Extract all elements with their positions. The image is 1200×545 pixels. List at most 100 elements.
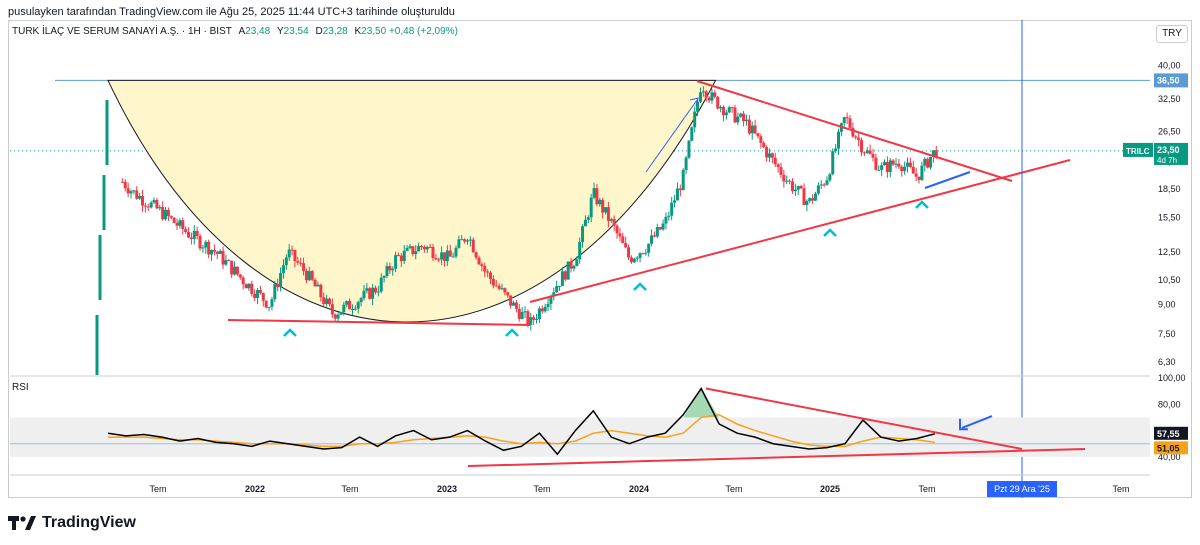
candle-body <box>253 293 257 299</box>
candle-body <box>785 180 789 182</box>
candle-body <box>644 252 648 254</box>
candle-body <box>166 209 170 217</box>
candle-body <box>920 165 924 180</box>
candle-body <box>655 227 659 237</box>
candle-body <box>123 181 127 189</box>
candle-body <box>468 239 472 241</box>
candle-body <box>342 304 346 313</box>
candle-body <box>552 292 556 297</box>
candle-body <box>578 242 582 260</box>
candle-body <box>132 190 136 192</box>
candle-body <box>316 284 320 287</box>
candle-body <box>911 166 915 174</box>
candle-body <box>526 311 530 325</box>
candle-body <box>802 188 806 205</box>
candle-body <box>701 91 705 93</box>
candle-body <box>440 252 444 260</box>
candle-body <box>773 157 777 165</box>
candle-body <box>698 92 702 102</box>
candle-body <box>417 245 421 252</box>
tradingview-logo-icon <box>8 516 36 530</box>
close-label: K <box>354 26 362 37</box>
candle-body <box>673 200 677 203</box>
candle-body <box>466 240 469 242</box>
tradingview-logo[interactable]: TradingView <box>8 514 136 532</box>
last-price-label: 23,50 <box>1157 145 1180 155</box>
candle-body <box>290 249 294 251</box>
resistance-tag <box>1154 73 1188 88</box>
candle-body <box>345 300 349 305</box>
candles <box>95 86 938 375</box>
candle-body <box>419 245 423 247</box>
candle-body <box>212 249 216 252</box>
candle-body <box>860 140 864 153</box>
candle-body <box>857 137 861 141</box>
candle-body <box>512 302 516 306</box>
candle-body <box>437 259 441 261</box>
candle-body <box>388 266 392 271</box>
candle-body <box>650 235 654 244</box>
candle-body <box>431 247 435 259</box>
candle-body <box>790 181 794 192</box>
candle-body <box>612 219 616 226</box>
high-value: 23,54 <box>283 26 309 37</box>
candle-body <box>463 239 467 242</box>
candle-body <box>652 235 656 237</box>
candle-body <box>184 229 188 233</box>
candle-body <box>632 258 636 263</box>
candle-body <box>929 156 933 168</box>
candle-body <box>862 152 866 154</box>
candle-body <box>569 261 573 269</box>
rsi-value-tag <box>1154 426 1188 440</box>
candle-body <box>848 118 852 128</box>
candle-body <box>560 271 564 286</box>
candle-body <box>670 202 674 216</box>
price-tick-label: 9,00 <box>1158 300 1176 310</box>
candle-body <box>391 268 395 271</box>
candle-body <box>146 206 150 208</box>
price-tick-label: 12,50 <box>1158 247 1181 257</box>
candle-body <box>270 299 274 307</box>
candle-body <box>244 284 248 289</box>
candle-body <box>779 167 783 175</box>
candle-body <box>756 133 760 137</box>
symbol-name[interactable]: TURK İLAÇ VE SERUM SANAYİ A.Ş. · 1H · BI… <box>12 26 232 37</box>
candle-body <box>178 220 182 226</box>
candle-body <box>120 181 124 183</box>
candle-body <box>842 117 846 124</box>
candle-body <box>460 239 464 241</box>
candle-body <box>284 257 288 266</box>
candle-body <box>394 255 398 269</box>
trend-lines <box>227 20 1071 498</box>
high-label: Y <box>276 26 284 37</box>
price-axis: 48,0040,0032,5026,5022,0018,5015,5012,50… <box>1123 32 1188 367</box>
triangle-upper-line <box>696 80 1013 182</box>
candle-body <box>883 162 887 166</box>
candle-body <box>767 153 771 158</box>
candle-body <box>129 191 133 194</box>
candle-body <box>598 199 602 205</box>
currency-button[interactable]: TRY <box>1156 25 1188 43</box>
candle-body <box>523 311 527 313</box>
candle-body <box>399 255 403 262</box>
candle-body <box>483 266 487 272</box>
candle-body <box>894 163 898 165</box>
candle-body <box>546 303 550 307</box>
candle-body <box>589 197 593 218</box>
candle-body <box>667 215 671 217</box>
candle-body <box>595 188 599 205</box>
candle-body <box>604 207 608 213</box>
bar-countdown-label: 4d 7h <box>1157 156 1177 165</box>
candle-body <box>704 91 708 98</box>
price-tick-label: 10,50 <box>1158 275 1181 285</box>
candle-body <box>566 261 570 280</box>
candle-body <box>218 250 222 254</box>
candle-body <box>601 199 605 213</box>
rsi-arrow <box>961 415 993 429</box>
chart-caption: pusulayken tarafından TradingView.com il… <box>8 6 455 18</box>
bounce-marker <box>915 200 929 209</box>
candle-body <box>696 101 700 112</box>
price-tick-label: 6,30 <box>1158 357 1176 367</box>
